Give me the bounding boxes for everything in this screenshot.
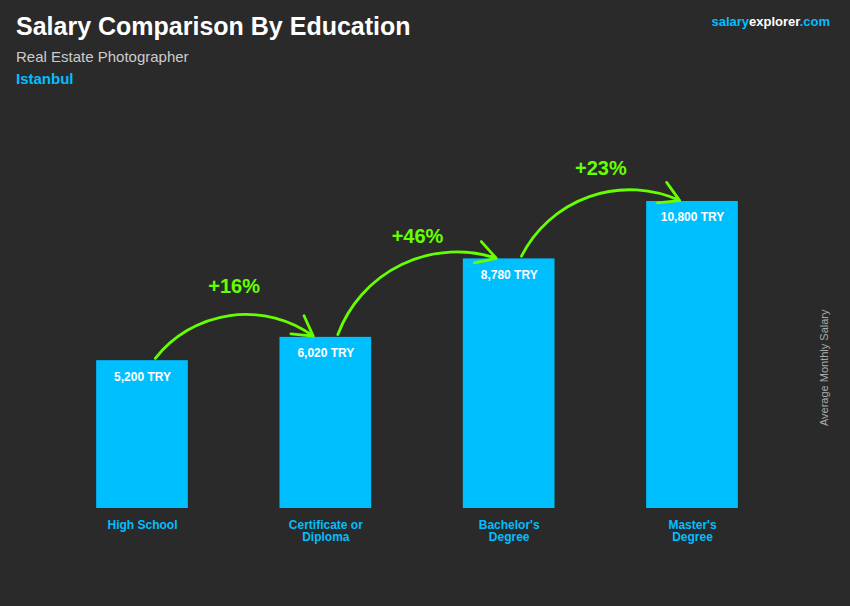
svg-text:5,200 TRY: 5,200 TRY: [114, 370, 171, 384]
svg-text:+16%: +16%: [208, 275, 260, 297]
svg-text:Master'sDegree: Master'sDegree: [668, 518, 717, 544]
svg-text:Average Monthly Salary: Average Monthly Salary: [818, 309, 830, 426]
svg-text:6,020 TRY: 6,020 TRY: [297, 346, 354, 360]
svg-text:Bachelor'sDegree: Bachelor'sDegree: [479, 518, 540, 544]
svg-text:+23%: +23%: [575, 157, 627, 179]
html-text:Istanbul: Istanbul: [16, 70, 74, 87]
svg-text:+46%: +46%: [392, 225, 444, 247]
html-text:Real Estate Photographer: Real Estate Photographer: [16, 48, 189, 65]
svg-text:8,780 TRY: 8,780 TRY: [481, 268, 538, 282]
svg-text:10,800 TRY: 10,800 TRY: [661, 210, 725, 224]
html-text:Salary Comparison By Education: Salary Comparison By Education: [16, 12, 411, 40]
html-text:salary explorer.com: salary explorer.com: [711, 14, 830, 29]
svg-text:High School: High School: [108, 518, 178, 532]
svg-text:Certificate orDiploma: Certificate orDiploma: [289, 518, 363, 544]
